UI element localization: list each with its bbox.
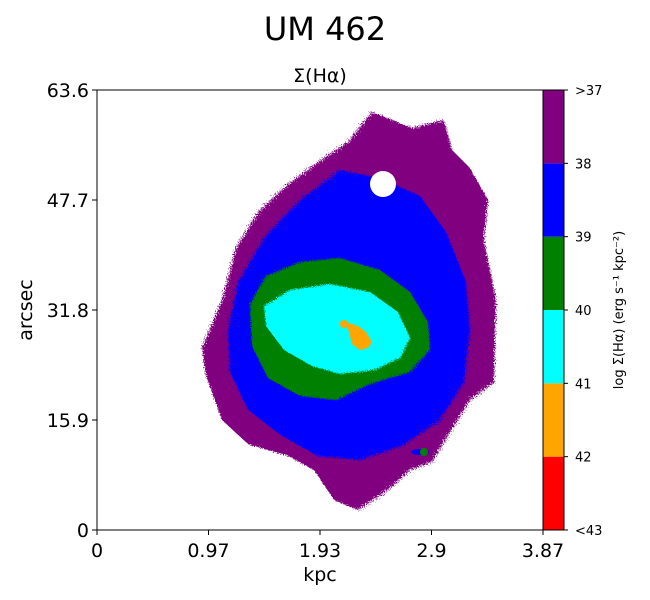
y-tick-label: 0 [77, 520, 89, 542]
x-tick-label: 1.93 [299, 540, 341, 562]
colorbar-bin [543, 236, 564, 310]
x-tick-label: 0.97 [187, 540, 229, 562]
y-tick-label: 31.8 [47, 300, 89, 322]
colorbar-tick-label: <43 [575, 524, 602, 539]
colorbar-bin [543, 90, 564, 164]
colorbar-tick-label: 39 [575, 231, 592, 246]
y-tick-label: 63.6 [47, 80, 89, 102]
masked-star [370, 171, 396, 197]
colorbar-bin [543, 163, 564, 237]
colorbar-bin [543, 383, 564, 457]
colorbar-tick-label: 38 [575, 157, 592, 172]
x-axis: 0 0.97 1.93 2.9 3.87 [91, 530, 564, 562]
y-axis-label: arcsec [15, 279, 37, 341]
x-tick-label: 2.9 [416, 540, 446, 562]
colorbar-tick-label: 40 [575, 304, 592, 319]
halpha-map [97, 90, 543, 530]
colorbar-label: log Σ(Hα) (erg s⁻¹ kpc⁻²) [612, 231, 627, 389]
colorbar-bin [543, 310, 564, 384]
emission-knot [420, 448, 428, 456]
colorbar-tick-label: 42 [575, 451, 592, 466]
emission-region [264, 284, 410, 374]
chart-title: Σ(Hα) [293, 65, 347, 87]
emission-region [346, 322, 372, 350]
colorbar-bin [543, 456, 564, 530]
x-tick-label: 0 [91, 540, 103, 562]
emission-knot [325, 411, 335, 417]
emission-knot [340, 320, 348, 328]
colorbar: <43 42 41 40 39 38 >37 [542, 84, 602, 539]
x-axis-label: kpc [303, 564, 337, 586]
colorbar-tick-label: >37 [575, 84, 602, 99]
x-tick-label: 3.87 [522, 540, 564, 562]
emission-knot [430, 365, 442, 371]
chart-suptitle: UM 462 [264, 10, 386, 48]
colorbar-tick-label: 41 [575, 377, 592, 392]
y-axis: 0 15.9 31.8 47.7 63.6 [47, 80, 97, 542]
y-tick-label: 15.9 [47, 410, 89, 432]
y-tick-label: 47.7 [47, 190, 89, 212]
